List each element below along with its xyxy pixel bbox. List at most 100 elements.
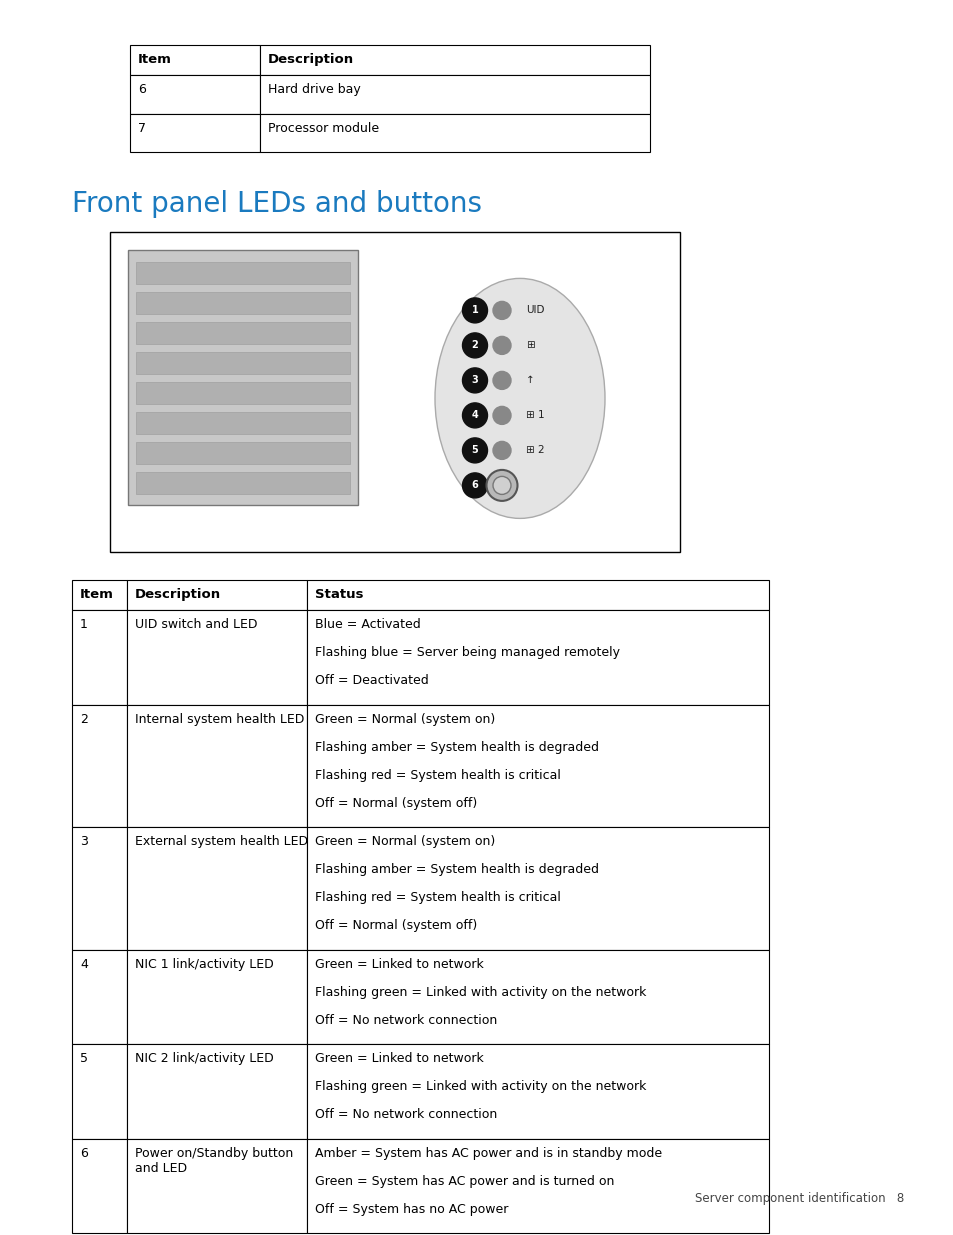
Text: 5: 5 [80,1052,88,1065]
Circle shape [493,441,511,459]
Circle shape [493,477,511,494]
Text: Flashing amber = System health is degraded: Flashing amber = System health is degrad… [314,741,598,753]
Bar [260,44,649,75]
Text: Off = Deactivated: Off = Deactivated [314,674,428,687]
Bar [307,827,768,950]
Bar [71,610,127,704]
Text: 3: 3 [80,835,88,848]
Bar [136,291,350,314]
Text: Flashing red = System health is critical: Flashing red = System health is critical [314,768,560,782]
Text: Item: Item [138,53,172,65]
Circle shape [462,473,487,498]
Bar [127,704,307,827]
Bar [71,1044,127,1139]
Text: NIC 1 link/activity LED: NIC 1 link/activity LED [135,957,274,971]
Bar [127,827,307,950]
Bar [136,442,350,464]
Bar [71,827,127,950]
Bar [260,114,649,152]
Bar [127,580,307,610]
Circle shape [493,336,511,354]
Text: 1: 1 [471,305,477,315]
Circle shape [462,333,487,358]
Bar [127,1139,307,1233]
Text: 7: 7 [138,121,146,135]
Bar [128,249,357,505]
Text: Green = Linked to network: Green = Linked to network [314,957,483,971]
Text: External system health LED: External system health LED [135,835,308,848]
Bar [127,950,307,1044]
Text: 4: 4 [80,957,88,971]
Bar [307,580,768,610]
Text: Item: Item [80,588,113,601]
Text: Off = No network connection: Off = No network connection [314,1014,497,1026]
Bar [136,322,350,345]
Text: UID switch and LED: UID switch and LED [135,618,257,631]
Ellipse shape [435,278,604,519]
Bar [307,1139,768,1233]
Bar [71,704,127,827]
Text: 5: 5 [471,446,477,456]
Text: Status: Status [314,588,363,601]
Text: 6: 6 [80,1146,88,1160]
Text: NIC 2 link/activity LED: NIC 2 link/activity LED [135,1052,274,1065]
Circle shape [462,438,487,463]
Bar [71,580,127,610]
Text: Off = No network connection: Off = No network connection [314,1108,497,1121]
Bar [136,262,350,284]
Text: UID: UID [525,305,544,315]
Text: 6: 6 [138,83,146,96]
Circle shape [486,469,517,501]
Bar [307,610,768,704]
Circle shape [493,406,511,425]
Bar [136,472,350,494]
Text: Off = System has no AC power: Off = System has no AC power [314,1203,508,1215]
Bar [71,950,127,1044]
Bar [307,950,768,1044]
Text: ⊞: ⊞ [525,341,535,351]
Bar [136,382,350,404]
Text: Hard drive bay: Hard drive bay [268,83,360,96]
Text: Description: Description [135,588,221,601]
Text: Flashing blue = Server being managed remotely: Flashing blue = Server being managed rem… [314,646,619,659]
Text: 2: 2 [80,713,88,725]
Text: Off = Normal (system off): Off = Normal (system off) [314,797,476,809]
Text: Internal system health LED: Internal system health LED [135,713,304,725]
Text: Amber = System has AC power and is in standby mode: Amber = System has AC power and is in st… [314,1146,661,1160]
Text: Flashing green = Linked with activity on the network: Flashing green = Linked with activity on… [314,986,646,999]
Circle shape [462,368,487,393]
Text: Flashing green = Linked with activity on the network: Flashing green = Linked with activity on… [314,1079,646,1093]
Circle shape [462,403,487,427]
Bar [307,704,768,827]
Text: ↑: ↑ [525,375,535,385]
Bar [71,1139,127,1233]
Text: Server component identification   8: Server component identification 8 [694,1192,903,1205]
Bar [127,610,307,704]
Text: 6: 6 [471,480,477,490]
Text: ⊞ 1: ⊞ 1 [525,410,544,420]
Text: Green = System has AC power and is turned on: Green = System has AC power and is turne… [314,1174,614,1188]
Bar [136,412,350,433]
Bar [130,75,260,114]
Text: Processor module: Processor module [268,121,378,135]
Text: Description: Description [268,53,354,65]
Text: Blue = Activated: Blue = Activated [314,618,420,631]
Text: Flashing amber = System health is degraded: Flashing amber = System health is degrad… [314,863,598,876]
Circle shape [493,372,511,389]
Bar [127,1044,307,1139]
Text: ⊞ 2: ⊞ 2 [525,446,544,456]
Bar [136,352,350,374]
Text: 3: 3 [471,375,477,385]
Bar [130,114,260,152]
Bar [260,75,649,114]
Circle shape [493,301,511,320]
Text: Power on/Standby button
and LED: Power on/Standby button and LED [135,1146,293,1174]
Text: Green = Normal (system on): Green = Normal (system on) [314,835,495,848]
Text: Flashing red = System health is critical: Flashing red = System health is critical [314,890,560,904]
Bar [110,232,679,552]
Text: 1: 1 [80,618,88,631]
Bar [130,44,260,75]
Bar [307,1044,768,1139]
Circle shape [462,298,487,322]
Text: Green = Normal (system on): Green = Normal (system on) [314,713,495,725]
